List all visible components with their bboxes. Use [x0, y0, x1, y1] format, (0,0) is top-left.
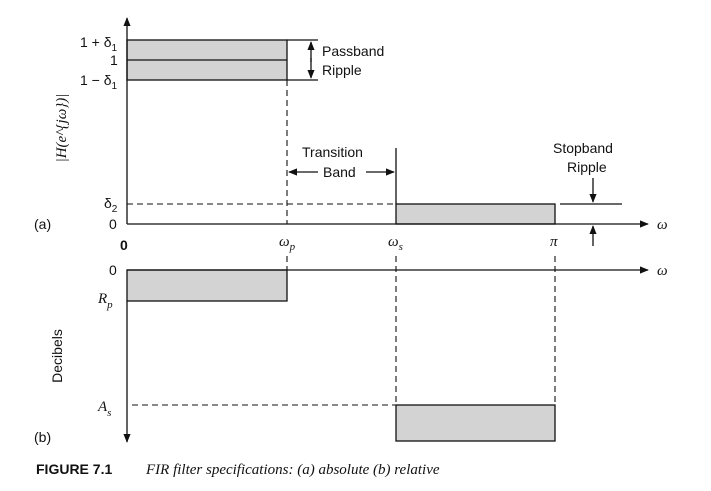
stopband-ripple-band [395, 203, 556, 225]
transition-label-1: Transition [302, 144, 363, 160]
stopband-label-1: Stopband [553, 140, 613, 156]
tick-omega-p: ωp [279, 234, 296, 253]
panel-b: 0 Rp As Decibels (b) ω [34, 256, 668, 445]
caption-label: FIGURE 7.1 [36, 461, 112, 477]
passband-label-2: Ripple [322, 62, 362, 78]
tick-zero-b: 0 [109, 262, 117, 278]
tick-one: 1 [110, 52, 118, 68]
stopband-label-2: Ripple [567, 159, 607, 175]
tick-as: As [97, 399, 111, 419]
panel-a: 1 + δ1 1 1 − δ1 δ2 0 |H(e^{jω})| (a) 0 ω… [34, 17, 668, 253]
stopband-db-band [395, 404, 556, 442]
passband-label-1: Passband [322, 43, 384, 59]
tick-one-minus-delta1: 1 − δ1 [80, 72, 118, 92]
panel-b-tag: (b) [34, 429, 51, 445]
panel-a-x-axis-label: ω [657, 217, 668, 233]
panel-a-tag: (a) [34, 216, 51, 232]
passband-db-band [126, 269, 288, 302]
caption-text: FIR filter specifications: (a) absolute … [145, 462, 440, 478]
tick-delta2: δ2 [104, 195, 118, 215]
panel-b-x-axis-label: ω [657, 263, 668, 279]
panel-b-ylabel: Decibels [49, 329, 65, 383]
tick-origin: 0 [120, 237, 128, 253]
transition-label-2: Band [323, 164, 356, 180]
panel-a-ylabel: |H(e^{jω})| [54, 94, 70, 163]
tick-rp: Rp [97, 291, 113, 311]
tick-pi: π [550, 234, 558, 250]
tick-omega-s: ωs [388, 234, 403, 253]
tick-one-plus-delta1: 1 + δ1 [80, 34, 118, 54]
tick-zero-a: 0 [109, 216, 117, 232]
